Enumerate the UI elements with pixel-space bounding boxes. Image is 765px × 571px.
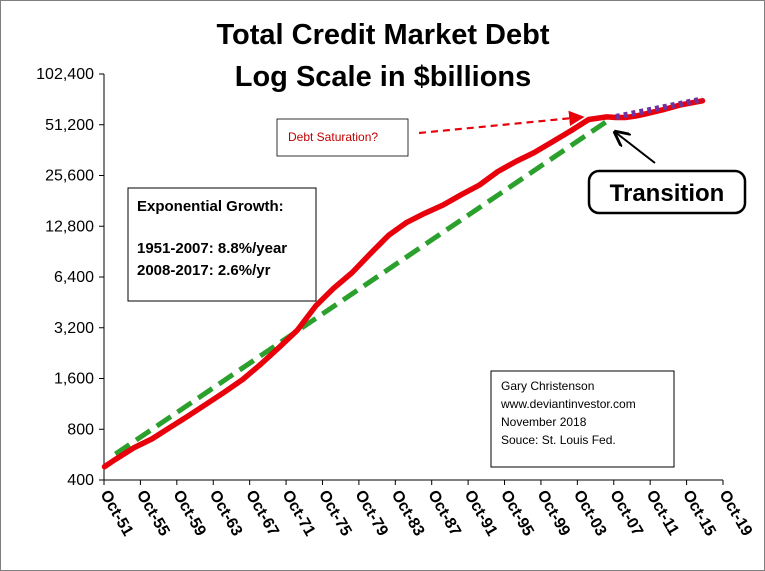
x-tick-label: Oct-91 [461, 488, 501, 540]
x-tick-label: Oct-75 [315, 488, 355, 540]
chart-title-line2: Log Scale in $billions [235, 61, 532, 93]
growth-line-1: 1951-2007: 8.8%/year [137, 240, 287, 257]
source-website: www.deviantinvestor.com [500, 397, 636, 411]
x-tick-label: Oct-71 [279, 488, 319, 540]
transition-box [587, 169, 747, 215]
x-tick-label: Oct-03 [570, 488, 610, 540]
saturation-label: Debt Saturation? [288, 130, 378, 144]
x-tick-label: Oct-07 [606, 488, 646, 540]
saturation-box [276, 118, 409, 157]
transition-label: Transition [610, 180, 725, 207]
x-tick-label: Oct-99 [533, 488, 573, 540]
transition-arrow [615, 132, 656, 164]
x-tick-label: Oct-51 [97, 488, 137, 540]
x-tick-label: Oct-95 [497, 488, 537, 540]
y-tick-label: 400 [67, 472, 94, 489]
series-line-dotted [615, 96, 704, 120]
x-tick-label: Oct-11 [643, 488, 682, 539]
growth-line-2: 2008-2017: 2.6%/yr [137, 262, 271, 279]
y-tick-label: 51,200 [45, 117, 94, 134]
x-tick-label: Oct-19 [716, 488, 756, 540]
source-date: November 2018 [501, 415, 587, 429]
series-layer [101, 96, 706, 470]
saturation-arrow [418, 110, 585, 135]
y-tick-label: 3,200 [54, 320, 94, 337]
source-author: Gary Christenson [501, 379, 594, 393]
x-tick-label: Oct-67 [242, 488, 282, 540]
y-tick-label: 102,400 [36, 66, 94, 83]
y-tick-label: 6,400 [54, 269, 94, 286]
source-credit: Souce: St. Louis Fed. [501, 433, 616, 447]
growth-title: Exponential Growth: [137, 198, 284, 215]
y-tick-label: 1,600 [54, 371, 94, 388]
source-box [490, 370, 675, 468]
x-tick-label: Oct-15 [679, 488, 719, 540]
y-tick-label: 12,800 [45, 218, 94, 235]
x-tick-label: Oct-87 [424, 488, 464, 540]
y-tick-label: 800 [67, 421, 94, 438]
chart-title-line1: Total Credit Market Debt [216, 19, 549, 51]
x-tick-label: Oct-55 [133, 488, 173, 540]
growth-box [127, 187, 317, 302]
x-axis-ticks: Oct-51Oct-55Oct-59Oct-63Oct-67Oct-71Oct-… [97, 480, 756, 540]
x-tick-label: Oct-79 [351, 488, 391, 540]
x-tick-label: Oct-83 [388, 488, 428, 540]
y-axis-ticks: 400 800 1,600 3,200 6,400 12,800 25,600 51,200 1… [36, 66, 104, 489]
x-tick-label: Oct-63 [206, 488, 246, 540]
x-tick-label: Oct-59 [169, 488, 209, 540]
y-tick-label: 25,600 [45, 168, 94, 185]
